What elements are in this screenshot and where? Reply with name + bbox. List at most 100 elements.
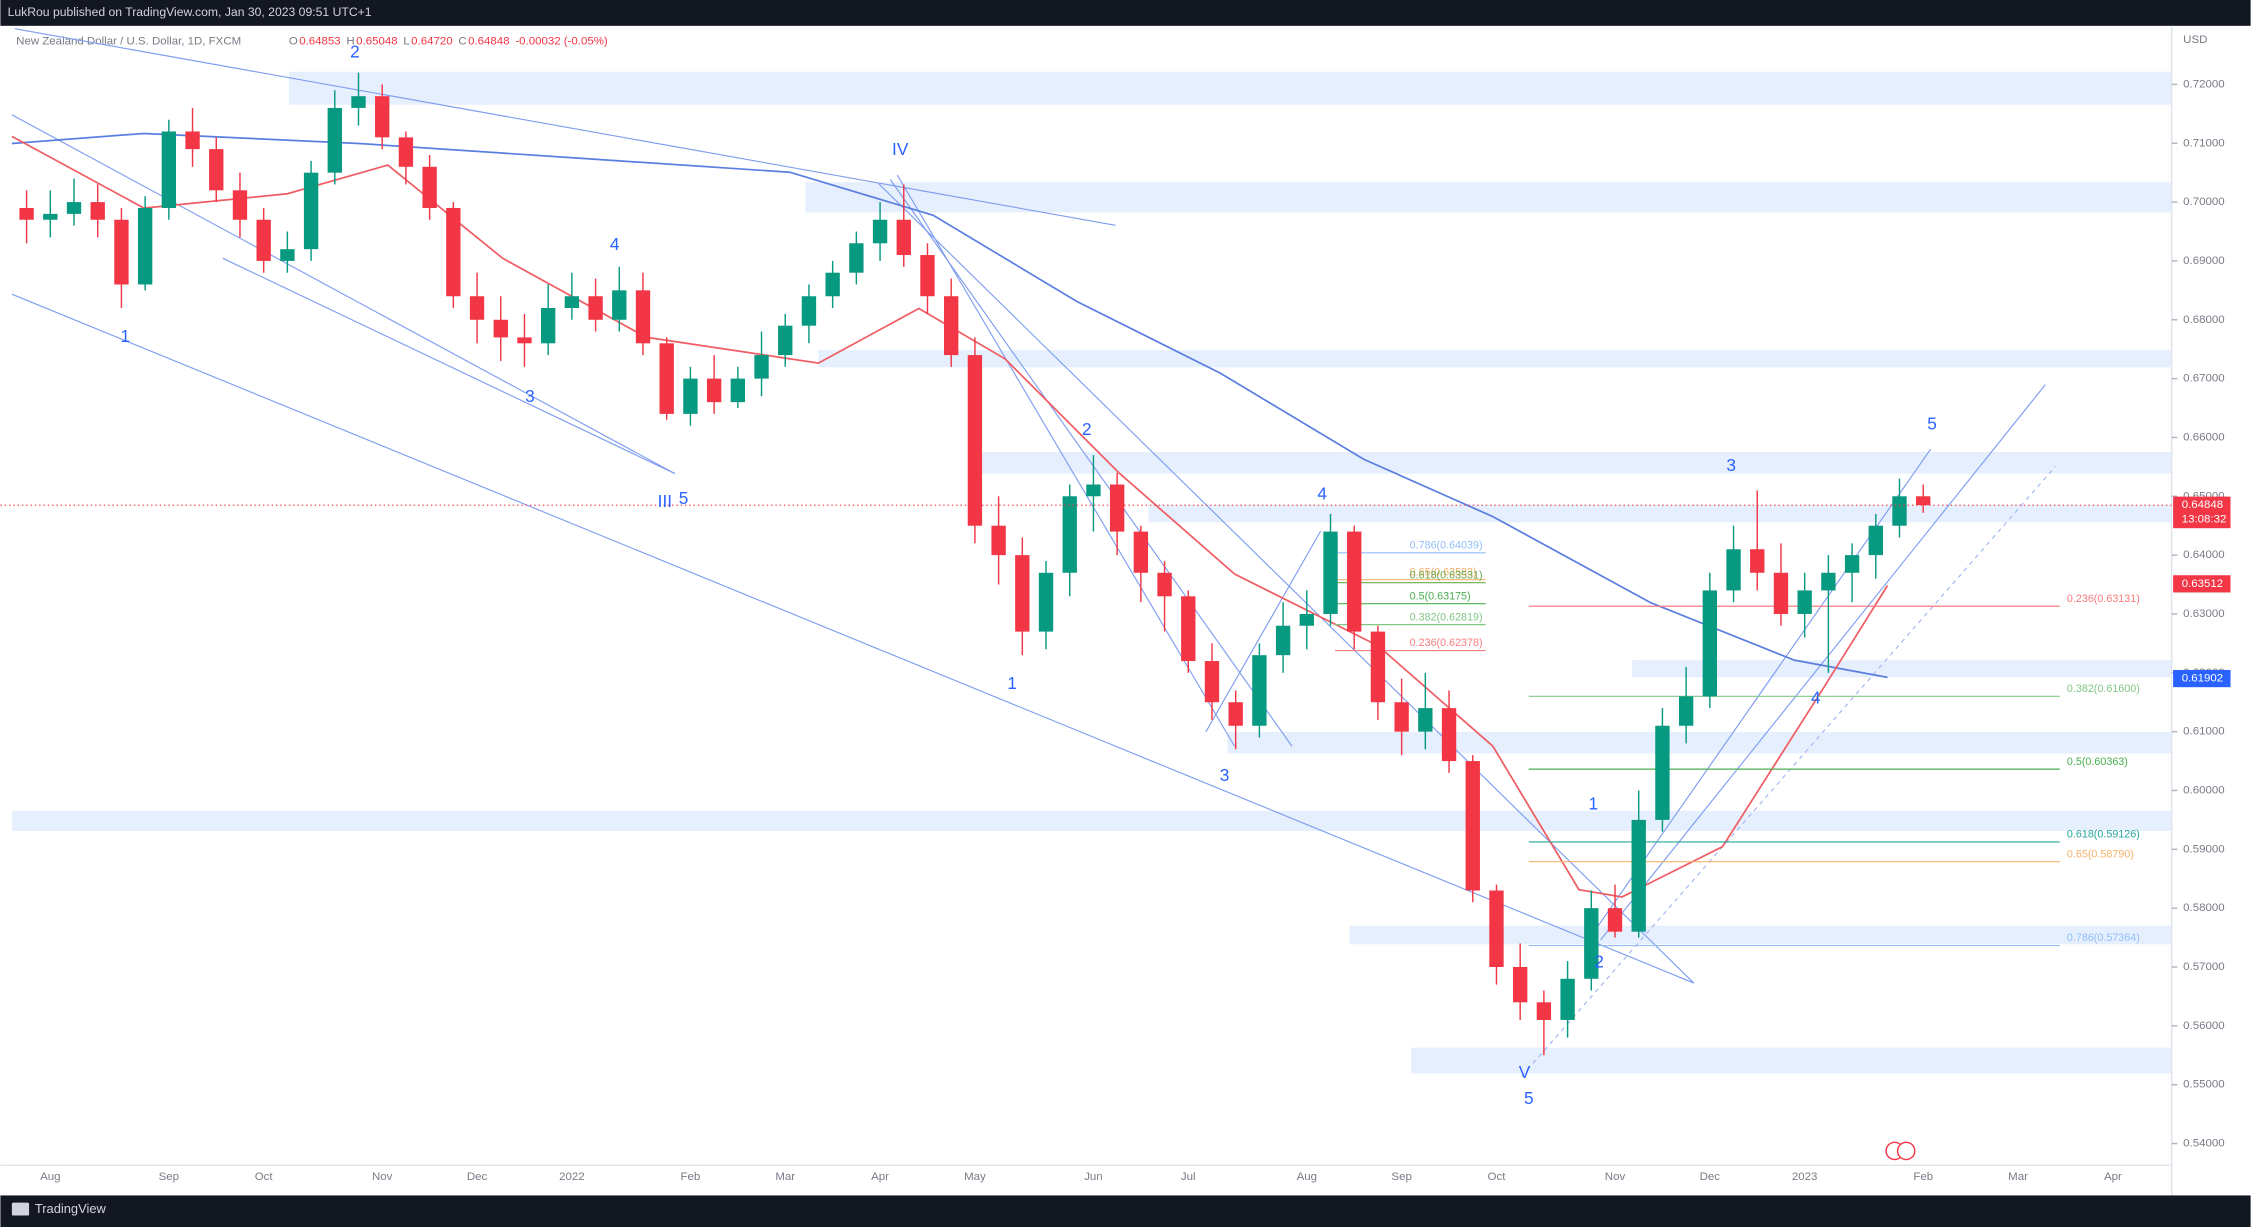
candle-body bbox=[872, 219, 888, 244]
candle-body bbox=[375, 96, 390, 138]
fib-label: 0.382(0.62819) bbox=[1410, 611, 1483, 623]
x-tick-label: Jun bbox=[1084, 1171, 1103, 1183]
ohlc-item: 0.65048 bbox=[356, 36, 397, 48]
y-tick-label: 0.58000 bbox=[2183, 902, 2224, 914]
candle-body bbox=[90, 202, 105, 220]
trendline bbox=[1600, 384, 2046, 941]
y-tick-label: 0.63000 bbox=[2183, 608, 2224, 620]
price-tag bbox=[2173, 669, 2231, 688]
candle-body bbox=[825, 272, 840, 297]
y-tick-label: 0.72000 bbox=[2183, 78, 2224, 90]
candle-body bbox=[469, 296, 485, 320]
candle-body bbox=[1797, 590, 1812, 614]
wave-label: 5 bbox=[679, 488, 689, 508]
candle-body bbox=[303, 172, 319, 250]
x-tick-label: Mar bbox=[2008, 1171, 2028, 1183]
candle-body bbox=[1062, 496, 1077, 573]
x-tick-label: Feb bbox=[1913, 1171, 1933, 1183]
zone bbox=[1411, 1047, 2172, 1074]
candle-body bbox=[1418, 708, 1433, 732]
candle-body bbox=[137, 207, 153, 285]
y-tick-label: 0.57000 bbox=[2183, 961, 2224, 973]
candle-body bbox=[896, 219, 911, 256]
candle-body bbox=[1347, 531, 1362, 632]
candle-body bbox=[683, 378, 698, 414]
trendline bbox=[11, 114, 676, 475]
x-tick-label: Dec bbox=[1700, 1171, 1721, 1183]
zone bbox=[1349, 925, 2172, 945]
trendline bbox=[878, 183, 1695, 984]
candle-body bbox=[1323, 531, 1338, 614]
candle-body bbox=[493, 319, 508, 338]
y-tick-label: 0.66000 bbox=[2183, 431, 2224, 443]
fib-label: 0.382(0.61600) bbox=[2067, 683, 2140, 695]
wave-label: 4 bbox=[1811, 687, 1821, 707]
candle-body bbox=[114, 219, 129, 285]
zone bbox=[288, 71, 2172, 105]
y-tick-label: 0.65000 bbox=[2183, 490, 2224, 502]
trendline bbox=[896, 174, 1236, 747]
candle-body bbox=[43, 213, 58, 220]
currency: USD bbox=[2183, 34, 2207, 46]
x-tick-label: Aug bbox=[1297, 1171, 1317, 1183]
candle-body bbox=[778, 325, 793, 356]
x-tick-label: Jul bbox=[1181, 1171, 1196, 1183]
y-tick-label: 0.54000 bbox=[2183, 1138, 2224, 1150]
candle-body bbox=[1892, 496, 1907, 526]
candle-body bbox=[659, 343, 674, 414]
candle-body bbox=[1513, 967, 1528, 1003]
y-tick-label: 0.67000 bbox=[2183, 373, 2224, 385]
candle-body bbox=[730, 378, 746, 403]
fib-label: 0.236(0.63131) bbox=[2067, 593, 2140, 605]
candle-body bbox=[1868, 525, 1883, 556]
candle-body bbox=[232, 190, 248, 220]
trendline-dashed bbox=[1521, 466, 2056, 1077]
y-tick-label: 0.68000 bbox=[2183, 314, 2224, 326]
candle-body bbox=[446, 207, 461, 297]
candle-body bbox=[161, 131, 177, 208]
x-tick-label: Mar bbox=[775, 1171, 795, 1183]
candle-body bbox=[1086, 484, 1101, 497]
footer-bar bbox=[0, 1195, 2251, 1227]
x-tick-label: Sep bbox=[159, 1171, 179, 1183]
candle-body bbox=[1631, 819, 1646, 932]
wave-label: 2 bbox=[350, 42, 360, 62]
candle-body bbox=[1844, 555, 1860, 573]
moving-average-long bbox=[11, 132, 1888, 679]
candle-body bbox=[706, 378, 722, 403]
candle-body bbox=[1299, 613, 1314, 626]
wave-label: V bbox=[1519, 1062, 1531, 1082]
ohlc-item: L bbox=[403, 36, 409, 48]
fib-label: 0.5(0.60363) bbox=[2067, 756, 2128, 768]
candle-body bbox=[1773, 572, 1789, 614]
wave-label: 2 bbox=[1082, 419, 1092, 439]
symbol-title: New Zealand Dollar / U.S. Dollar, 1D, FX… bbox=[16, 36, 241, 48]
candle-body bbox=[588, 296, 603, 320]
price-tag-timer: 13:08:32 bbox=[2182, 514, 2227, 526]
candle-body bbox=[1157, 572, 1172, 597]
candle-body bbox=[517, 337, 532, 344]
candle-body bbox=[351, 96, 366, 108]
logo bbox=[11, 1202, 30, 1216]
candle-body bbox=[635, 290, 651, 344]
zone bbox=[1148, 505, 2172, 523]
candle-body bbox=[1750, 549, 1765, 573]
event-flag bbox=[1896, 1141, 1916, 1161]
wave-label: IV bbox=[892, 139, 909, 159]
fib-label: 0.236(0.62378) bbox=[1410, 637, 1483, 649]
x-tick-label: Apr bbox=[871, 1171, 889, 1183]
y-tick-label: 0.71000 bbox=[2183, 137, 2224, 149]
x-tick-label: May bbox=[964, 1171, 986, 1183]
wave-label: 2 bbox=[1594, 951, 1604, 971]
zone bbox=[1227, 731, 2172, 754]
y-tick-label: 0.64000 bbox=[2183, 549, 2224, 561]
candle-body bbox=[185, 131, 200, 150]
ohlc-item: 0.64720 bbox=[411, 36, 452, 48]
ohlc-item: O bbox=[289, 36, 298, 48]
candle-body bbox=[422, 166, 437, 208]
candle-body bbox=[280, 249, 295, 261]
candle-body bbox=[256, 219, 271, 261]
ohlc-legend: O 0.64853 H 0.65048 L 0.64720 C 0.64848 -0.00032… bbox=[289, 36, 608, 48]
fib-label: 0.786(0.64039) bbox=[1410, 540, 1483, 552]
